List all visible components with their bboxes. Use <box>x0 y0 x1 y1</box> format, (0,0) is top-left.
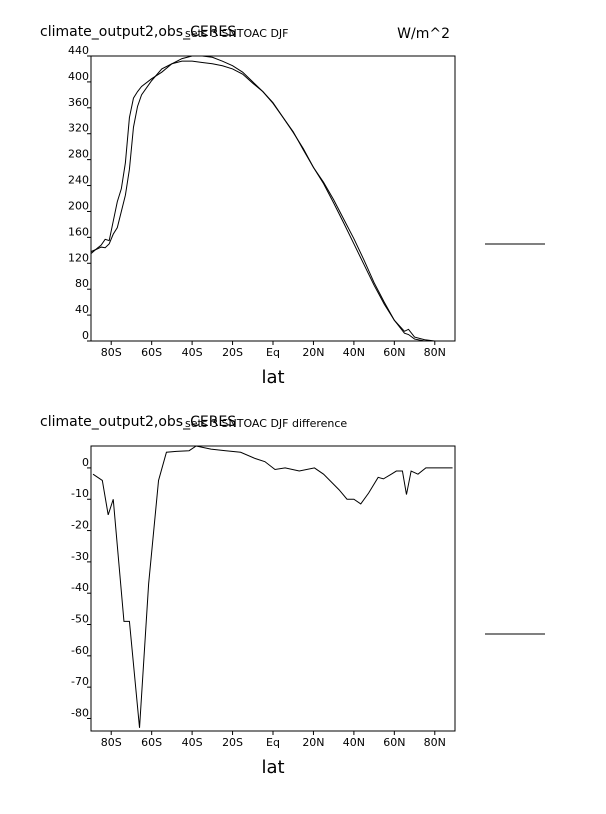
x-tick-label: 80N <box>424 736 446 749</box>
y-tick-label: 400 <box>68 70 89 83</box>
x-axis-label: lat <box>261 757 284 778</box>
x-tick-label: 80S <box>101 736 122 749</box>
x-tick-label: 20N <box>302 736 324 749</box>
plot-frame <box>90 55 456 342</box>
chart-title: climate_output2,obs_CERES <box>40 24 236 40</box>
y-tick-label: 0 <box>82 456 89 469</box>
x-tick-label: 60S <box>141 346 162 359</box>
chart-title: climate_output2,obs_CERES <box>40 414 236 430</box>
data-line <box>90 55 455 342</box>
data-line <box>92 445 453 728</box>
y-tick-label: -50 <box>71 613 89 626</box>
x-tick-label: 40N <box>343 736 365 749</box>
chart-subtitle: sets 3 SNTOAC DJF <box>185 27 288 40</box>
x-tick-label: 80S <box>101 346 122 359</box>
y-tick-label: -10 <box>71 487 89 500</box>
x-tick-label: 80N <box>424 346 446 359</box>
x-tick-label: 60N <box>383 346 405 359</box>
x-tick-label: 40S <box>182 346 203 359</box>
x-tick-label: 20N <box>302 346 324 359</box>
x-tick-label: 20S <box>222 346 243 359</box>
y-tick-label: -30 <box>71 550 89 563</box>
y-tick-label: 80 <box>75 277 89 290</box>
y-tick-label: 440 <box>68 44 89 57</box>
data-line <box>90 60 455 342</box>
y-tick-label: 200 <box>68 199 89 212</box>
y-tick-label: 280 <box>68 148 89 161</box>
y-tick-label: -70 <box>71 675 89 688</box>
y-tick-label: 160 <box>68 225 89 238</box>
x-tick-label: 40S <box>182 736 203 749</box>
x-tick-label: 20S <box>222 736 243 749</box>
y-tick-label: 40 <box>75 303 89 316</box>
y-tick-label: 360 <box>68 96 89 109</box>
y-tick-label: -40 <box>71 581 89 594</box>
x-tick-label: Eq <box>266 736 280 749</box>
y-tick-label: -80 <box>71 706 89 719</box>
y-tick-label: 0 <box>82 329 89 342</box>
x-tick-label: 40N <box>343 346 365 359</box>
x-tick-label: 60S <box>141 736 162 749</box>
x-axis-label: lat <box>261 367 284 388</box>
chart-subtitle: sets 3 SNTOAC DJF difference <box>185 417 347 430</box>
units-label: W/m^2 <box>397 26 450 42</box>
y-tick-label: -60 <box>71 644 89 657</box>
y-tick-label: -20 <box>71 519 89 532</box>
x-tick-label: 60N <box>383 736 405 749</box>
y-tick-label: 120 <box>68 251 89 264</box>
plot-frame <box>90 445 456 732</box>
y-tick-label: 240 <box>68 174 89 187</box>
y-tick-label: 320 <box>68 122 89 135</box>
x-tick-label: Eq <box>266 346 280 359</box>
